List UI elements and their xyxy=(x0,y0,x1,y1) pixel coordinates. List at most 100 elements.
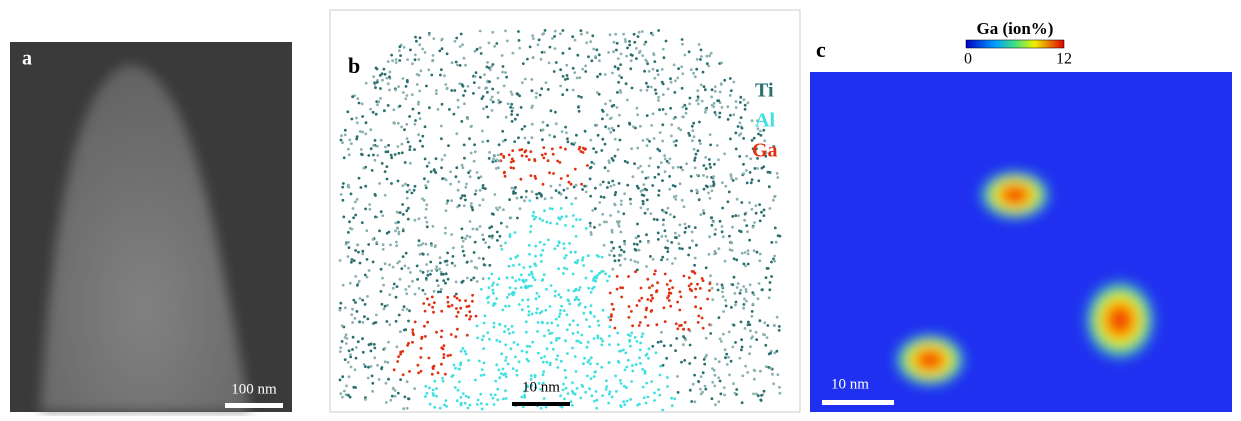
atom xyxy=(743,297,746,301)
atom xyxy=(479,392,483,396)
atom xyxy=(610,230,614,234)
atom xyxy=(700,55,703,58)
atom xyxy=(732,382,735,386)
atom xyxy=(388,323,392,327)
atom xyxy=(713,162,716,166)
atom xyxy=(473,150,477,154)
atom xyxy=(594,186,597,190)
atom xyxy=(642,194,646,197)
atom xyxy=(529,377,533,381)
atom xyxy=(726,118,730,121)
atom xyxy=(666,296,669,300)
atom xyxy=(376,103,379,107)
panel-label: b xyxy=(348,53,360,78)
atom xyxy=(439,73,442,77)
atom xyxy=(399,350,403,354)
atom xyxy=(762,128,766,132)
atom xyxy=(674,231,677,235)
atom xyxy=(505,225,509,229)
atom xyxy=(552,70,556,73)
atom xyxy=(394,295,398,299)
atom xyxy=(520,195,523,199)
atom xyxy=(556,159,559,163)
atom xyxy=(593,207,597,211)
atom xyxy=(583,184,586,188)
atom xyxy=(403,264,407,268)
atom xyxy=(553,247,557,251)
atom xyxy=(418,89,422,93)
atom xyxy=(757,132,760,136)
atom xyxy=(490,65,493,68)
atom xyxy=(456,327,459,331)
atom xyxy=(431,388,435,392)
atom xyxy=(403,395,407,399)
atom xyxy=(455,307,458,310)
atom xyxy=(680,38,684,41)
atom xyxy=(589,165,593,169)
atom xyxy=(464,314,468,317)
atom xyxy=(646,62,649,66)
atom xyxy=(509,257,513,261)
atom xyxy=(353,317,357,320)
atom xyxy=(364,132,368,136)
atom xyxy=(576,53,580,57)
atom xyxy=(468,403,472,407)
atom xyxy=(394,319,398,323)
atom xyxy=(699,142,702,146)
atom xyxy=(680,198,684,202)
atom xyxy=(502,84,506,88)
atom xyxy=(635,47,638,50)
atom xyxy=(647,69,651,73)
atom xyxy=(503,330,506,333)
atom xyxy=(709,51,713,55)
atom xyxy=(610,104,614,108)
atom xyxy=(548,133,552,137)
atom xyxy=(461,166,465,170)
atom xyxy=(631,364,634,367)
atom xyxy=(674,79,677,83)
atom xyxy=(758,319,762,323)
atom xyxy=(351,321,354,324)
atom xyxy=(732,323,736,327)
atom xyxy=(378,229,381,233)
atom xyxy=(349,365,353,369)
atom xyxy=(722,332,725,336)
atom xyxy=(399,352,402,356)
atom xyxy=(453,39,457,43)
atom xyxy=(411,279,414,283)
atom xyxy=(776,176,780,179)
atom xyxy=(765,336,769,339)
atom xyxy=(517,30,520,33)
atom xyxy=(775,349,779,353)
atom xyxy=(601,212,605,216)
atom xyxy=(347,153,351,157)
atom xyxy=(690,230,694,234)
atom xyxy=(435,387,438,390)
atom xyxy=(390,53,393,57)
atom xyxy=(450,61,454,65)
atom xyxy=(512,341,516,344)
atom xyxy=(413,184,417,188)
atom xyxy=(717,376,721,380)
atom xyxy=(419,369,423,373)
atom xyxy=(601,117,604,121)
atom xyxy=(398,59,402,62)
atom xyxy=(434,92,438,95)
atom xyxy=(608,343,611,346)
atom xyxy=(626,161,629,164)
atom xyxy=(618,138,622,142)
atom xyxy=(645,381,648,385)
atom xyxy=(641,367,645,371)
atom xyxy=(363,303,367,306)
atom xyxy=(497,159,501,163)
atom xyxy=(497,99,500,102)
atom xyxy=(571,332,575,335)
atom xyxy=(691,129,695,133)
atom xyxy=(582,362,585,366)
atom xyxy=(496,239,499,242)
atom xyxy=(535,307,539,311)
atom xyxy=(620,248,623,252)
atom xyxy=(425,84,428,88)
atom xyxy=(558,217,562,221)
atom xyxy=(541,249,545,252)
